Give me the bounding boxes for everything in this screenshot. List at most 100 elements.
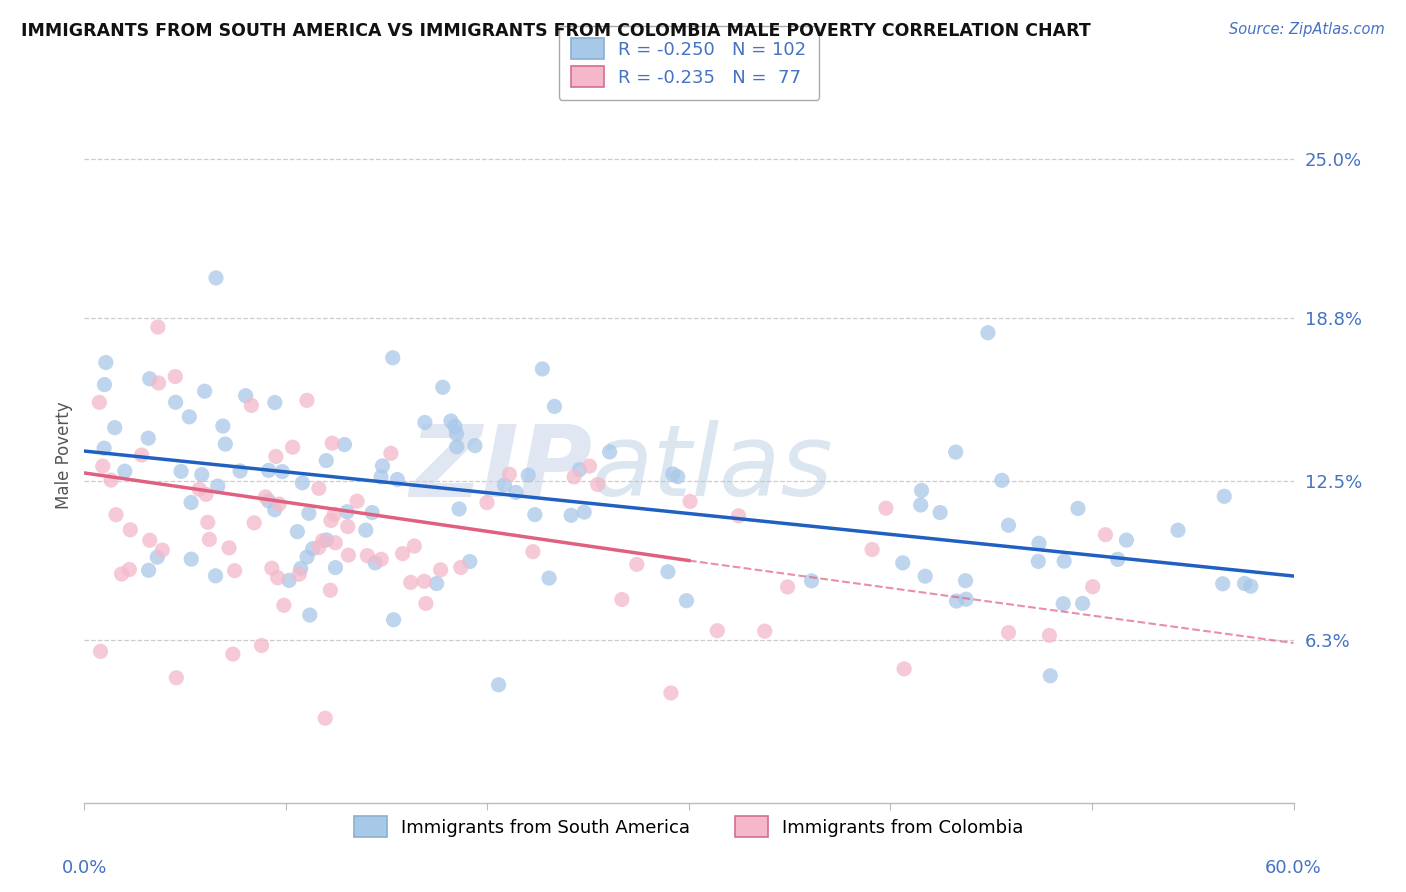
Point — [404, 539, 426, 553]
Point — [413, 574, 436, 589]
Legend: Immigrants from South America, Immigrants from Colombia: Immigrants from South America, Immigrant… — [346, 807, 1032, 846]
Point — [488, 678, 510, 692]
Point — [1213, 489, 1236, 503]
Point — [336, 505, 359, 519]
Point — [413, 416, 436, 430]
Point — [179, 409, 201, 424]
Point — [205, 271, 228, 285]
Point — [325, 560, 347, 574]
Point — [260, 561, 283, 575]
Text: 60.0%: 60.0% — [1265, 860, 1322, 878]
Point — [494, 478, 516, 492]
Point — [659, 686, 682, 700]
Point — [197, 516, 219, 530]
Point — [298, 608, 321, 623]
Point — [94, 355, 117, 369]
Point — [110, 567, 132, 582]
Point — [301, 541, 323, 556]
Point — [212, 419, 235, 434]
Point — [426, 576, 449, 591]
Point — [93, 377, 115, 392]
Text: Source: ZipAtlas.com: Source: ZipAtlas.com — [1229, 22, 1385, 37]
Point — [574, 505, 596, 519]
Point — [288, 567, 311, 582]
Point — [991, 474, 1014, 488]
Point — [432, 380, 454, 394]
Point — [666, 469, 689, 483]
Point — [610, 592, 633, 607]
Point — [165, 671, 187, 685]
Point — [662, 467, 685, 481]
Point — [1167, 523, 1189, 537]
Point — [675, 593, 697, 607]
Point — [105, 508, 128, 522]
Point — [599, 445, 621, 459]
Point — [257, 494, 280, 508]
Point — [165, 395, 187, 409]
Point — [89, 644, 111, 658]
Point — [298, 506, 321, 520]
Point — [136, 431, 159, 445]
Point — [399, 575, 422, 590]
Point — [263, 502, 285, 516]
Point — [336, 519, 359, 533]
Point — [505, 485, 527, 500]
Point — [314, 711, 336, 725]
Point — [138, 563, 160, 577]
Point — [235, 389, 257, 403]
Point — [273, 599, 295, 613]
Point — [1240, 579, 1263, 593]
Point — [281, 440, 304, 454]
Point — [679, 494, 702, 508]
Point — [977, 326, 1000, 340]
Text: ZIP: ZIP — [409, 420, 592, 517]
Point — [319, 583, 342, 598]
Point — [371, 458, 394, 473]
Point — [337, 548, 360, 562]
Point — [568, 463, 591, 477]
Point — [776, 580, 799, 594]
Point — [191, 467, 214, 482]
Point — [945, 445, 967, 459]
Point — [391, 547, 413, 561]
Point — [308, 541, 330, 555]
Point — [578, 459, 600, 474]
Point — [229, 464, 252, 478]
Point — [257, 463, 280, 477]
Point — [458, 555, 481, 569]
Point — [380, 446, 402, 460]
Point — [860, 542, 883, 557]
Point — [287, 524, 309, 539]
Point — [1071, 596, 1094, 610]
Point — [626, 558, 648, 572]
Point — [1038, 628, 1060, 642]
Point — [346, 494, 368, 508]
Point — [387, 473, 409, 487]
Point — [188, 482, 211, 496]
Point — [364, 556, 387, 570]
Point — [562, 470, 585, 484]
Point — [91, 459, 114, 474]
Point — [543, 400, 565, 414]
Point — [204, 569, 226, 583]
Point — [657, 565, 679, 579]
Point — [498, 467, 520, 482]
Point — [450, 560, 472, 574]
Point — [263, 395, 285, 409]
Point — [295, 393, 318, 408]
Point — [1094, 527, 1116, 541]
Point — [180, 552, 202, 566]
Point — [250, 639, 273, 653]
Point — [382, 613, 405, 627]
Point — [1053, 554, 1076, 568]
Point — [218, 541, 240, 555]
Point — [1028, 536, 1050, 550]
Point — [150, 543, 173, 558]
Point — [89, 395, 111, 409]
Point — [429, 563, 451, 577]
Point — [333, 437, 356, 451]
Point — [1039, 669, 1062, 683]
Point — [254, 490, 277, 504]
Point — [308, 482, 330, 496]
Point — [267, 571, 290, 585]
